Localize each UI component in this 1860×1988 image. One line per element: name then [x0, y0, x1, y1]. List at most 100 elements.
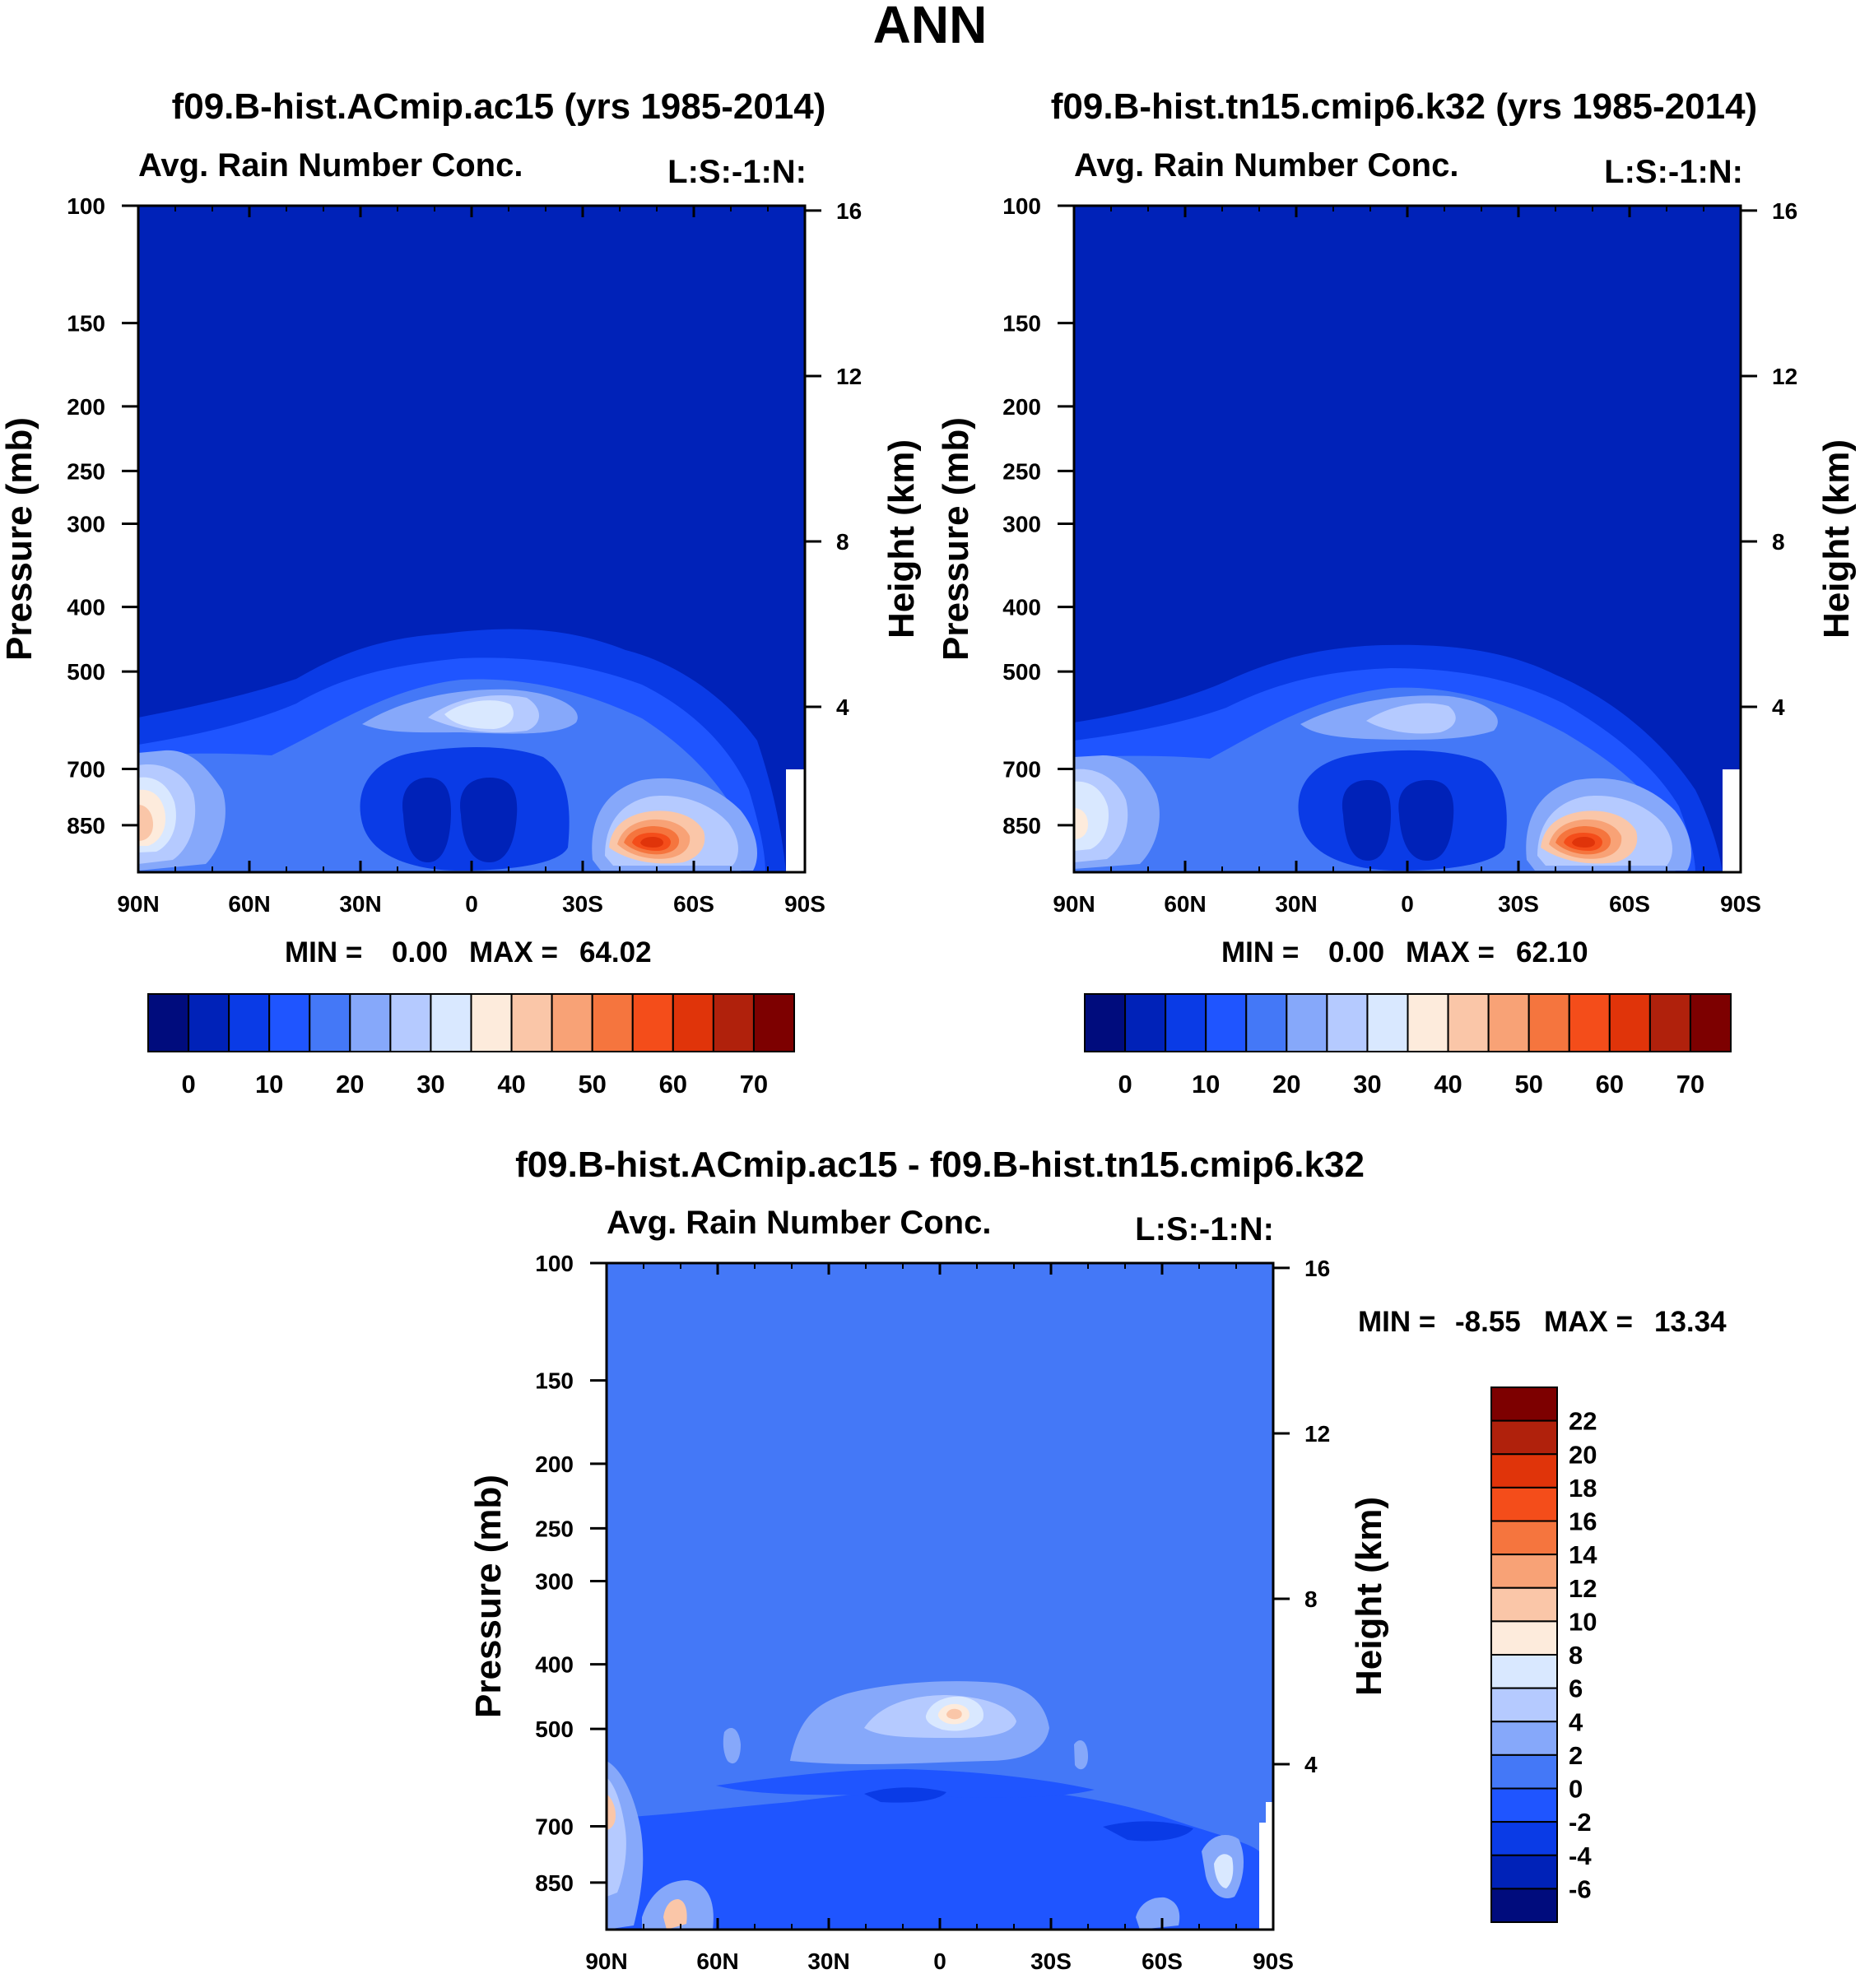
- colorbar-label: 10: [1569, 1607, 1597, 1636]
- height-tick-label: 12: [836, 364, 862, 389]
- contour-band: [1074, 808, 1088, 839]
- y-tick-label: 300: [1002, 511, 1041, 536]
- colorbar-label: -2: [1569, 1808, 1592, 1837]
- colorbar: 0 10 20 30 40 50 60 70: [147, 993, 795, 1099]
- x-tick-label: 30S: [562, 891, 603, 917]
- colorbar-swatch: [1165, 993, 1207, 1052]
- x-axis-ticks: 90N 60N 30N 0 30S 60S 90S: [117, 206, 825, 917]
- colorbar-label: 10: [1192, 1070, 1220, 1099]
- colorbar-swatch: [228, 993, 271, 1052]
- colorbar-swatch: [1124, 993, 1167, 1052]
- colorbar-label: 40: [1434, 1070, 1462, 1099]
- colorbar-swatch: [430, 993, 472, 1052]
- colorbar-label: 6: [1569, 1674, 1583, 1703]
- colorbar-swatch: [1326, 993, 1369, 1052]
- x-tick-label: 60S: [673, 891, 714, 917]
- panel-subtitle-right: L:S:-1:N:: [1604, 154, 1743, 190]
- colorbar-swatch: [1205, 993, 1248, 1052]
- y-tick-label: 700: [1002, 757, 1041, 783]
- y-tick-label: 400: [535, 1652, 574, 1678]
- contour-band: [946, 1708, 962, 1720]
- colorbar-label: 8: [1569, 1641, 1583, 1670]
- colorbar-swatch: [672, 993, 714, 1052]
- y-tick-label: 500: [67, 659, 105, 685]
- colorbar-label: 60: [1596, 1070, 1624, 1099]
- colorbar-swatch: [1447, 993, 1490, 1052]
- colorbar-label: 0: [1118, 1070, 1132, 1099]
- x-tick-label: 90N: [585, 1949, 627, 1974]
- x-tick-label: 0: [1401, 891, 1414, 917]
- colorbar-swatch: [1490, 1453, 1558, 1489]
- colorbar-swatch: [470, 993, 513, 1052]
- height-axis-ticks: 16 12 8 4: [805, 198, 862, 720]
- y-tick-label: 400: [1002, 595, 1041, 620]
- y-axis-label: Pressure (mb): [468, 1475, 509, 1718]
- colorbar-label: 12: [1569, 1574, 1597, 1603]
- x-tick-label: 90N: [117, 891, 159, 917]
- y-axis-label: Pressure (mb): [936, 417, 976, 661]
- y-axis-label-right: Height (km): [1349, 1497, 1389, 1696]
- y-tick-label: 100: [1002, 193, 1041, 219]
- min-value: 0.00: [392, 936, 448, 968]
- colorbar-swatch: [268, 993, 311, 1052]
- max-label: MAX =: [1406, 936, 1495, 968]
- colorbar-swatch: [1490, 1520, 1558, 1556]
- y-axis-label: Pressure (mb): [0, 417, 40, 661]
- contour-band: [607, 1794, 616, 1830]
- y-tick-label: 850: [1002, 813, 1041, 838]
- colorbar-swatch: [1490, 1787, 1558, 1823]
- colorbar-label: -6: [1569, 1874, 1592, 1903]
- y-tick-label: 150: [67, 311, 105, 337]
- contour-band: [1074, 1740, 1088, 1770]
- colorbar-swatch: [1528, 993, 1570, 1052]
- y-tick-label: 100: [67, 193, 105, 219]
- height-tick-label: 8: [1772, 529, 1785, 555]
- colorbar-swatch: [752, 993, 795, 1052]
- x-tick-label: 90N: [1053, 891, 1095, 917]
- colorbar-label: -4: [1569, 1842, 1592, 1870]
- panel-title: f09.B-hist.tn15.cmip6.k32 (yrs 1985-2014…: [1051, 86, 1757, 127]
- min-value: -8.55: [1455, 1306, 1521, 1338]
- height-tick-label: 8: [1304, 1586, 1318, 1612]
- y-axis-ticks: 100 150 200 250 300 400 500 700 850: [535, 1251, 607, 1896]
- max-value: 13.34: [1654, 1306, 1727, 1338]
- colorbar-swatch: [1366, 993, 1409, 1052]
- colorbar-label: 18: [1569, 1474, 1597, 1503]
- colorbar-label: 50: [578, 1070, 606, 1099]
- x-tick-label: 30S: [1498, 891, 1539, 917]
- x-axis-ticks: 90N 60N 30N 0 30S 60S 90S: [585, 1263, 1294, 1974]
- height-tick-label: 8: [836, 529, 849, 555]
- height-axis-ticks: 16 12 8 4: [1273, 1256, 1330, 1777]
- x-axis-ticks: 90N 60N 30N 0 30S 60S 90S: [1053, 206, 1761, 917]
- colorbar-label: 40: [497, 1070, 525, 1099]
- y-tick-label: 100: [535, 1251, 574, 1276]
- contour-band: [460, 778, 518, 862]
- colorbar-swatch: [1490, 1586, 1558, 1623]
- colorbar-label: 20: [336, 1070, 364, 1099]
- colorbar-swatch: [510, 993, 553, 1052]
- colorbar-swatch: [1487, 993, 1530, 1052]
- height-tick-label: 16: [1304, 1256, 1330, 1281]
- x-tick-label: 30N: [1275, 891, 1317, 917]
- colorbar-swatch: [1568, 993, 1611, 1052]
- max-label: MAX =: [1544, 1306, 1633, 1338]
- y-tick-label: 150: [1002, 311, 1041, 337]
- colorbar-label: 2: [1569, 1741, 1583, 1770]
- colorbar-swatch: [1608, 993, 1651, 1052]
- missing-data-region: [1259, 1823, 1273, 1930]
- panel-title: f09.B-hist.ACmip.ac15 (yrs 1985-2014): [172, 86, 826, 127]
- y-tick-label: 300: [535, 1568, 574, 1594]
- colorbar-swatch: [1490, 1419, 1558, 1456]
- colorbar-swatch: [1084, 993, 1127, 1052]
- colorbar-label: 30: [1353, 1070, 1381, 1099]
- y-tick-label: 300: [67, 511, 105, 536]
- colorbar-label: 70: [1676, 1070, 1704, 1099]
- panel-subtitle-right: L:S:-1:N:: [667, 154, 807, 190]
- colorbar-label: 14: [1569, 1540, 1597, 1569]
- missing-data-region: [786, 769, 805, 872]
- contour-band: [1398, 780, 1454, 861]
- colorbar-label: 50: [1514, 1070, 1542, 1099]
- colorbar-swatch: [1490, 1486, 1558, 1522]
